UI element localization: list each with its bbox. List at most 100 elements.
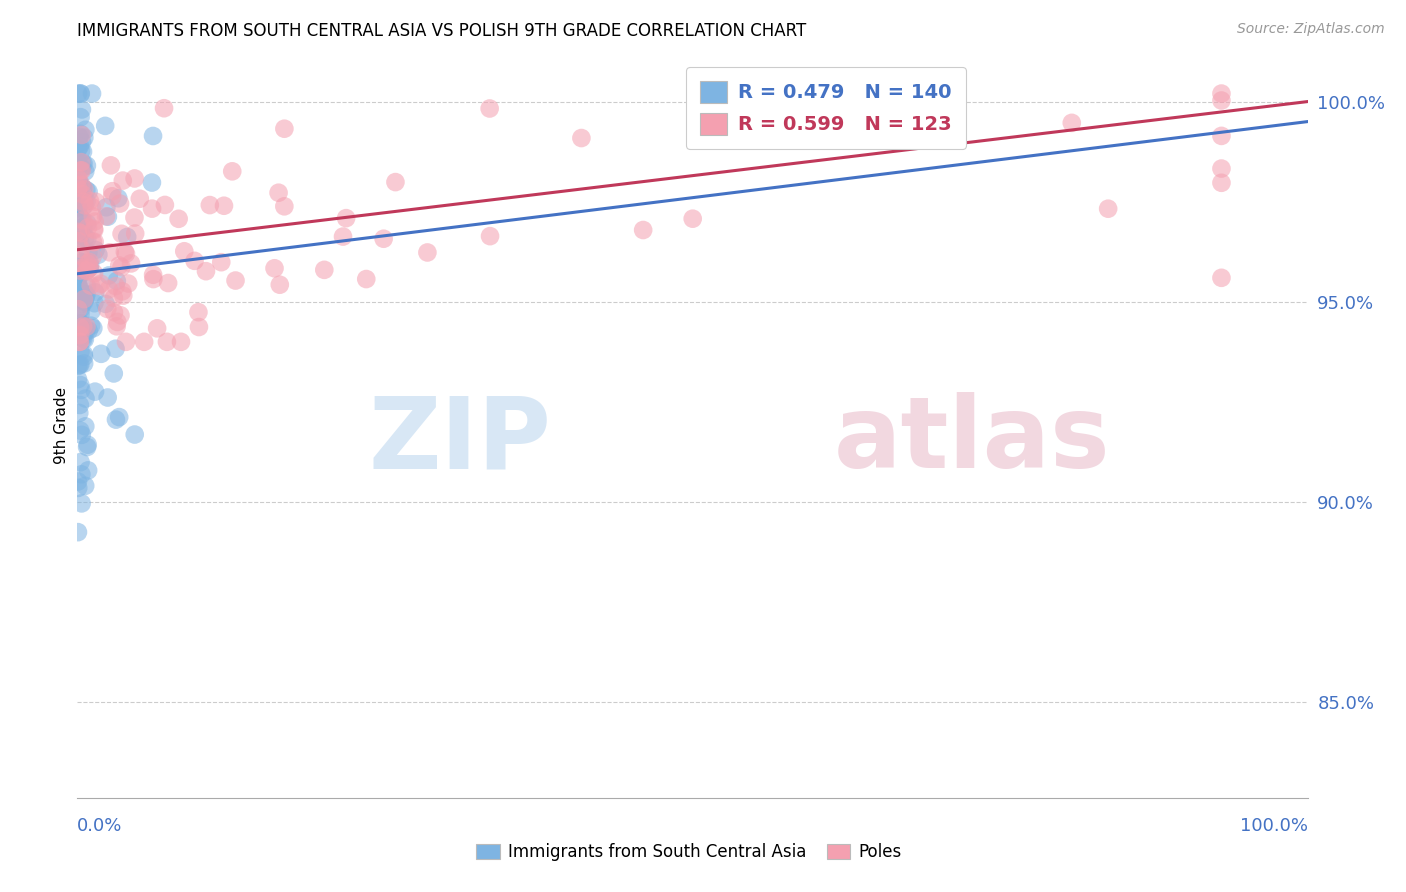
Point (75, 264, 97, 278)
Point (77, 324, 100, 338)
Point (73, 292, 96, 306)
Point (72, 181, 94, 195)
Point (76, 440, 98, 454)
Point (75, 164, 97, 178)
Point (66, 202, 89, 216)
Point (82, 249, 104, 263)
Point (83, 266, 105, 280)
Point (67, 176, 90, 190)
Point (70, 427, 93, 442)
Point (263, 261, 285, 276)
Point (80, 200, 103, 214)
Point (70, 496, 93, 510)
Point (72, 213, 94, 227)
Point (69, 211, 91, 225)
Point (104, 412, 127, 426)
Point (67, 281, 90, 295)
Point (69, 190, 91, 204)
Point (183, 253, 205, 268)
Point (335, 211, 357, 226)
Point (69, 320, 91, 334)
Point (416, 245, 439, 260)
Point (267, 186, 290, 200)
Point (115, 334, 138, 349)
Point (225, 274, 247, 288)
Point (141, 202, 163, 216)
Point (75, 479, 97, 493)
Point (105, 274, 128, 288)
Point (1211, 270, 1233, 285)
Point (67, 171, 90, 186)
Point (104, 342, 127, 356)
Point (332, 229, 354, 244)
Point (1211, 128, 1233, 143)
Point (117, 277, 139, 291)
Point (146, 321, 169, 335)
Point (67, 199, 90, 213)
Point (479, 229, 502, 244)
Point (70, 188, 93, 202)
Point (124, 227, 146, 241)
Point (73, 356, 96, 370)
Point (108, 259, 131, 273)
Point (221, 164, 243, 178)
Point (90, 277, 112, 291)
Point (69, 222, 91, 236)
Text: atlas: atlas (834, 392, 1111, 490)
Point (153, 101, 176, 115)
Point (142, 128, 165, 143)
Point (84, 384, 107, 399)
Point (73, 350, 96, 364)
Point (73, 194, 96, 209)
Point (67, 159, 90, 173)
Point (111, 173, 134, 187)
Point (66, 225, 89, 239)
Point (67, 264, 90, 278)
Point (76, 263, 98, 277)
Point (103, 291, 125, 305)
Point (101, 184, 124, 198)
Point (69, 87, 91, 101)
Point (73, 182, 96, 196)
Point (73, 198, 96, 212)
Point (69, 127, 91, 141)
Point (72, 156, 94, 170)
Point (70, 255, 93, 269)
Point (75, 183, 97, 197)
Point (114, 244, 136, 259)
Point (69, 455, 91, 469)
Point (79, 278, 101, 293)
Y-axis label: 9th Grade: 9th Grade (53, 387, 69, 465)
Point (69, 249, 91, 263)
Point (66, 525, 89, 540)
Text: ZIP: ZIP (368, 392, 551, 490)
Point (76, 232, 98, 246)
Point (72, 324, 94, 338)
Point (69, 325, 91, 339)
Point (77, 463, 100, 477)
Point (69, 316, 91, 330)
Point (69, 211, 91, 225)
Point (70, 161, 93, 175)
Point (77, 185, 100, 199)
Point (108, 410, 131, 425)
Point (1211, 87, 1233, 101)
Point (110, 309, 132, 323)
Point (84, 243, 107, 257)
Point (872, 87, 894, 101)
Point (101, 189, 124, 203)
Point (72, 157, 94, 171)
Point (70, 144, 93, 158)
Point (198, 198, 221, 212)
Point (72, 332, 94, 346)
Point (70, 103, 93, 117)
Point (67, 234, 90, 248)
Point (70, 223, 93, 237)
Point (141, 176, 163, 190)
Point (87, 278, 110, 293)
Point (82, 210, 104, 224)
Point (79, 260, 101, 275)
Point (73, 347, 96, 361)
Legend: R = 0.479   N = 140, R = 0.599   N = 123: R = 0.479 N = 140, R = 0.599 N = 123 (686, 67, 966, 149)
Point (72, 330, 94, 344)
